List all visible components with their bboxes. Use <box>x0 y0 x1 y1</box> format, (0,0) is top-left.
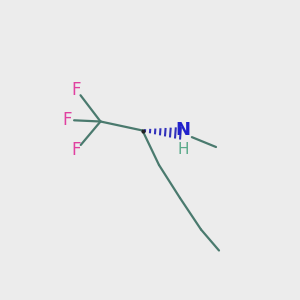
Text: N: N <box>176 122 190 140</box>
Text: F: F <box>72 141 81 159</box>
Text: F: F <box>72 81 81 99</box>
Text: H: H <box>177 142 189 158</box>
Text: F: F <box>63 111 72 129</box>
